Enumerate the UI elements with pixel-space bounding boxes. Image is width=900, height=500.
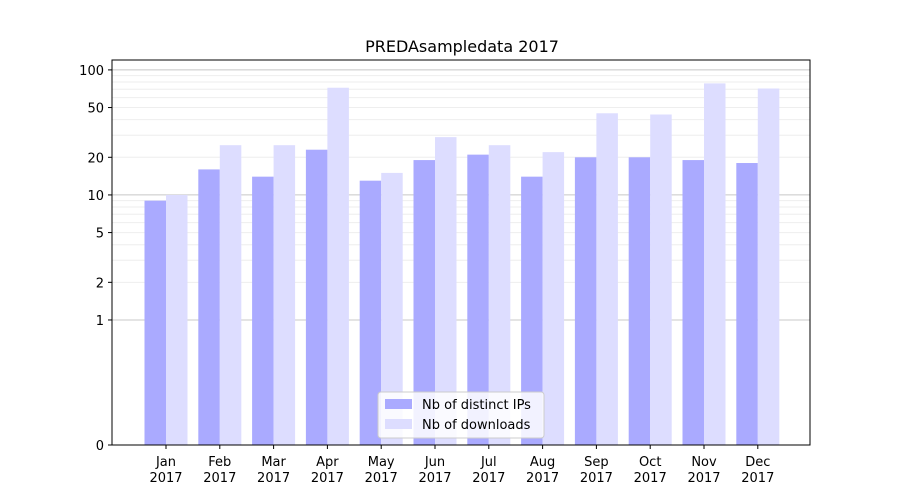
bar-ips-aug <box>521 176 543 445</box>
x-tick-label-year: 2017 <box>149 471 182 486</box>
x-tick-label-month: Oct <box>639 455 661 470</box>
bar-ips-mar <box>252 176 274 445</box>
y-tick-label: 0 <box>96 439 104 454</box>
x-tick-label-year: 2017 <box>687 471 720 486</box>
y-tick-label: 2 <box>96 276 104 291</box>
x-tick-label-month: Jul <box>480 455 497 470</box>
bar-ips-jan <box>144 200 166 445</box>
y-tick-label: 1 <box>96 314 104 329</box>
x-tick-label-month: May <box>368 455 395 470</box>
bar-downloads-aug <box>542 152 565 445</box>
bar-ips-may <box>359 180 382 445</box>
x-tick-label-year: 2017 <box>203 471 236 486</box>
legend-label: Nb of distinct IPs <box>422 398 531 413</box>
x-tick-label-month: Feb <box>208 455 231 470</box>
bar-downloads-sep <box>596 113 618 445</box>
legend: Nb of distinct IPs Nb of downloads <box>377 391 545 439</box>
x-axis: Jan2017Feb2017Mar2017Apr2017May2017Jun20… <box>149 445 774 486</box>
bar-downloads-feb <box>219 145 242 445</box>
x-tick-label-year: 2017 <box>741 471 774 486</box>
plot-frame <box>111 59 811 446</box>
bar-downloads-nov <box>704 83 726 445</box>
x-tick-label-year: 2017 <box>472 471 505 486</box>
x-tick-label-year: 2017 <box>526 471 559 486</box>
bar-ips-oct <box>628 157 651 445</box>
x-tick-label-year: 2017 <box>365 471 398 486</box>
x-tick-label-year: 2017 <box>257 471 290 486</box>
bar-downloads-may <box>381 172 403 445</box>
y-tick-label: 10 <box>87 189 104 204</box>
bar-ips-feb <box>198 169 220 445</box>
legend-swatch <box>385 419 412 429</box>
bar-downloads-oct <box>650 114 672 445</box>
bar-ips-sep <box>574 157 597 445</box>
bar-downloads-mar <box>273 145 296 445</box>
x-tick-label-month: Nov <box>691 455 717 470</box>
bar-ips-dec <box>736 163 758 445</box>
bar-ips-nov <box>682 160 704 445</box>
x-tick-label-month: Sep <box>584 455 609 470</box>
bar-downloads-jul <box>488 145 511 445</box>
y-tick-label: 100 <box>79 64 104 79</box>
chart-title: PREDAsampledata 2017 <box>365 37 559 56</box>
x-tick-label-month: Mar <box>261 455 286 470</box>
y-tick-label: 20 <box>87 151 104 166</box>
bar-ips-jul <box>467 154 489 446</box>
x-tick-label-month: Jun <box>424 455 445 470</box>
bars <box>144 83 780 446</box>
legend-label: Nb of downloads <box>422 418 531 433</box>
legend-swatch <box>385 399 412 409</box>
y-tick-label: 50 <box>87 102 104 117</box>
x-tick-label-year: 2017 <box>418 471 451 486</box>
legend-box <box>377 391 545 439</box>
bar-downloads-jun <box>435 137 457 445</box>
x-tick-label-month: Aug <box>530 455 555 470</box>
x-tick-label-year: 2017 <box>580 471 613 486</box>
bar-downloads-apr <box>327 87 349 445</box>
bar-downloads-jan <box>166 194 188 445</box>
y-tick-label: 5 <box>96 227 104 242</box>
x-tick-label-year: 2017 <box>311 471 344 486</box>
x-tick-label-month: Apr <box>316 455 339 470</box>
x-tick-label-month: Jan <box>155 455 176 470</box>
bar-ips-apr <box>305 149 328 446</box>
x-tick-label-month: Dec <box>745 455 770 470</box>
y-axis: 0 1 2 5 10 20 50 100 <box>79 64 112 454</box>
x-tick-label-year: 2017 <box>634 471 667 486</box>
bar-downloads-dec <box>757 88 780 446</box>
bar-ips-jun <box>413 160 435 445</box>
